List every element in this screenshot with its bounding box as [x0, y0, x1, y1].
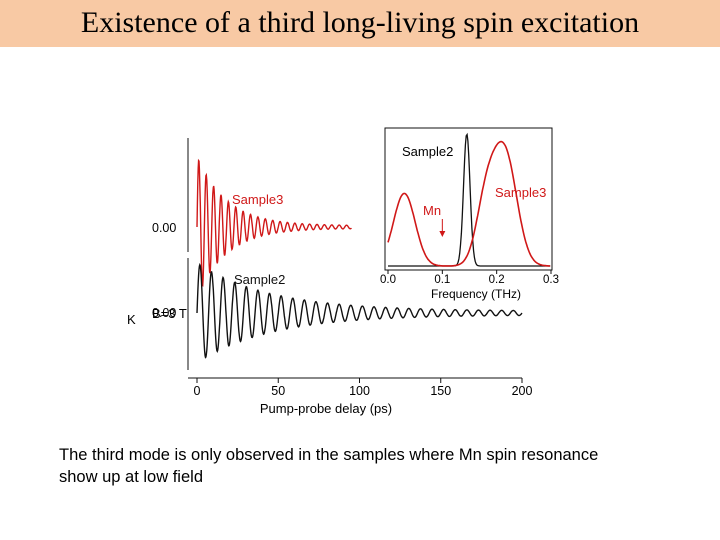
sample2-zero-label: 0.00 — [152, 306, 176, 320]
figure: 0 50 100 150 200 Pump-probe delay (ps) B=3 T… — [120, 120, 580, 425]
freq-tick-label: 0.0 — [380, 274, 396, 286]
title-bar — [0, 0, 720, 47]
time-tick-label: 150 — [430, 384, 451, 398]
freq-tick-label: 0.3 — [543, 274, 559, 286]
sample2-freq-label: Sample2 — [402, 144, 453, 159]
mn-label: Mn — [423, 203, 441, 218]
frequency-inset: 0.0 0.1 0.2 0.3 Frequency (THz) Sample2 Sam… — [380, 127, 559, 301]
caption-text: The third mode is only observed in the s… — [59, 446, 599, 486]
sample2-spectrum — [388, 132, 551, 267]
mn-arrow-head — [439, 231, 446, 237]
sample2-time-label: Sample2 — [234, 272, 285, 287]
sample3-zero-label: 0.00 — [152, 221, 176, 235]
time-tick-label: 200 — [512, 384, 533, 398]
freq-tick-label: 0.2 — [489, 274, 505, 286]
sample2-time-trace — [196, 262, 523, 359]
slide-title: Existence of a third long-living spin ex… — [80, 6, 640, 39]
time-tick-label: 0 — [194, 384, 201, 398]
freq-xlabel: Frequency (THz) — [431, 287, 521, 301]
sample3-spectrum — [387, 140, 551, 267]
time-xlabel: Pump-probe delay (ps) — [260, 401, 392, 416]
figure-svg: 0 50 100 150 200 Pump-probe delay (ps) B=3 T… — [127, 127, 559, 416]
time-domain-plot: 0 50 100 150 200 Pump-probe delay (ps) B=3 T… — [127, 138, 532, 416]
freq-x-ticks: 0.0 0.1 0.2 0.3 — [380, 270, 559, 286]
freq-tick-label: 0.1 — [434, 274, 450, 286]
time-tick-label: 100 — [349, 384, 370, 398]
time-ylabel: K — [127, 312, 136, 327]
sample3-freq-label: Sample3 — [495, 185, 546, 200]
time-x-ticks: 0 50 100 150 200 — [194, 378, 533, 398]
sample3-time-label: Sample3 — [232, 192, 283, 207]
time-tick-label: 50 — [271, 384, 285, 398]
sample3-time-trace — [196, 158, 352, 287]
time-annotation: B=3 T — [152, 306, 187, 321]
